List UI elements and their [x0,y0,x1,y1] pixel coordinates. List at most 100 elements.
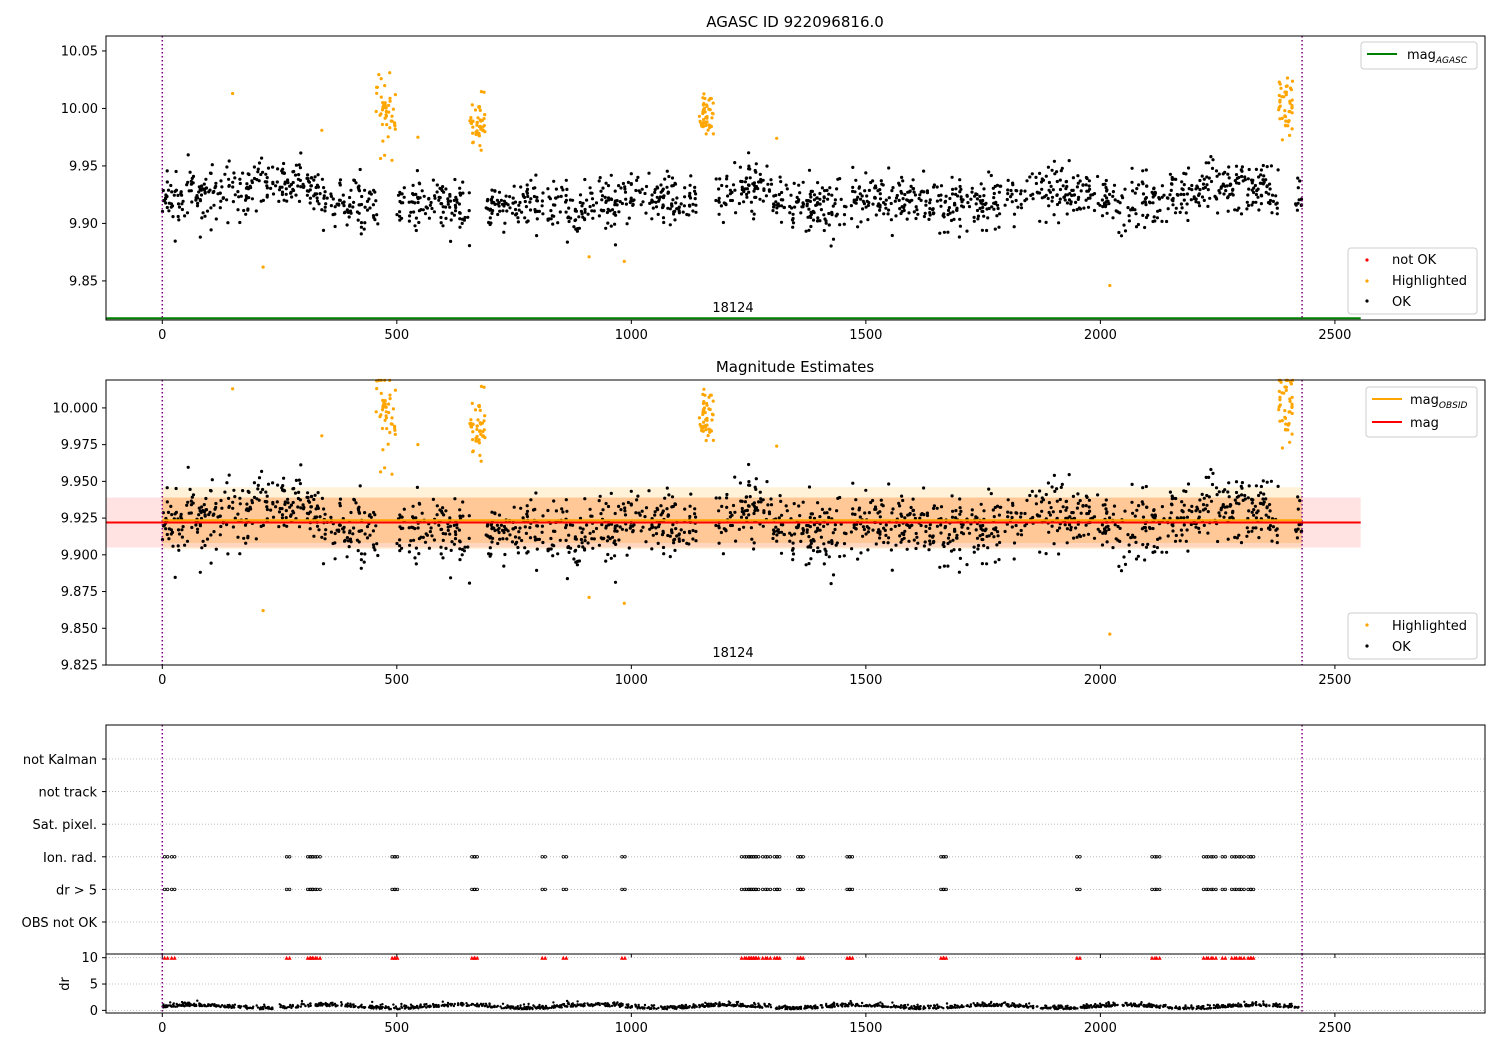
ok-point [939,505,944,509]
ok-point [958,178,962,182]
ok-point [927,217,931,221]
ok-point [199,193,204,197]
ok-point [993,227,997,231]
ok-point [402,186,406,190]
ok-point [348,537,353,541]
ok-point [1055,202,1060,207]
ok-point [627,216,631,220]
ok-point [286,497,290,501]
ok-point [829,582,833,586]
ok-point [1092,515,1097,519]
ok-point [164,201,168,205]
ok-point [621,502,626,506]
ok-point [203,214,207,218]
ok-point [637,511,641,515]
ok-point [1171,529,1175,533]
ok-point [333,531,337,536]
ok-point [298,482,302,486]
ok-point [728,510,733,515]
ok-point [656,541,660,546]
ok-point [1107,202,1111,206]
ok-point [1067,473,1071,477]
ok-point [1182,192,1186,197]
ok-point [1072,193,1077,197]
highlighted-point [416,135,420,139]
highlighted-point [1287,422,1291,426]
ok-point [179,512,183,516]
ok-point [668,207,672,211]
ok-point [654,526,658,530]
ok-point [1219,185,1223,189]
ok-point [449,218,453,222]
ok-point [359,566,363,570]
ok-point [1123,229,1128,233]
highlighted-point [1278,419,1282,423]
ok-point [1241,179,1245,183]
ok-point [891,186,895,190]
ok-point [338,198,342,202]
dr-points [161,955,1300,1011]
ok-point [418,196,422,200]
ok-point [890,189,894,193]
ok-point [257,498,261,502]
highlighted-point [708,407,712,412]
ok-point [1240,481,1244,485]
ok-point [455,200,459,204]
ok-point [180,207,184,212]
ok-point [202,182,206,186]
y-tick-label: 9.925 [61,512,98,527]
flag-point [1206,887,1210,892]
ok-point [1048,190,1052,194]
ok-point [586,212,590,216]
ok-point [1268,509,1272,513]
ok-point [801,201,805,205]
ok-point [1055,499,1059,503]
ok-point [513,200,518,204]
ok-point [516,220,521,224]
ok-point [1257,493,1261,498]
ok-point [577,544,581,549]
x-tick-label: 0 [158,328,166,343]
ok-point [881,183,885,187]
dr-point [1139,1003,1143,1006]
ok-point [691,202,695,206]
ok-point [660,206,665,210]
ok-point [508,206,512,210]
highlighted-point [473,408,478,412]
ok-point [1122,555,1126,559]
dr-point [849,999,852,1003]
ok-point [902,532,906,537]
ok-point [600,194,605,198]
ok-point [627,546,631,550]
ok-point [407,526,411,530]
ok-point [581,201,585,205]
ok-point [928,542,932,546]
ok-point [1092,536,1097,540]
ok-point [510,540,515,544]
ok-point [1173,539,1178,543]
ok-point [958,217,962,221]
ok-point [333,557,337,561]
ok-point [299,463,303,467]
ok-point [1270,193,1275,197]
ok-point [322,196,326,200]
ok-point [356,549,360,553]
highlighted-point [388,430,392,435]
ok-point [725,492,729,497]
dr-point [304,1004,307,1007]
ok-point [291,487,295,491]
ok-point [1012,212,1017,216]
ok-point [556,221,560,225]
ok-point [858,515,862,519]
ok-point [1234,490,1239,495]
ok-point [165,180,169,184]
ok-point [398,525,402,529]
highlighted-point [385,123,389,127]
ok-point [682,530,687,535]
highlighted-point [697,114,702,118]
ok-point [173,575,177,580]
ok-point [661,216,666,220]
ok-point [853,190,857,194]
ok-point [954,516,958,520]
ok-point [887,208,891,212]
